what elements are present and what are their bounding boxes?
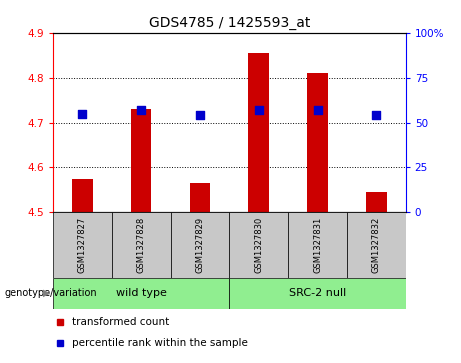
Bar (112, 212, 171, 278)
Text: GSM1327828: GSM1327828 (136, 217, 146, 273)
Text: GSM1327827: GSM1327827 (78, 217, 87, 273)
Point (79, 111, 86, 117)
Bar (248, 53, 269, 212)
Text: GSM1327832: GSM1327832 (372, 217, 381, 273)
Bar (347, 212, 406, 278)
Bar (229, 212, 288, 278)
Text: SRC-2 null: SRC-2 null (289, 288, 346, 298)
Point (196, 113, 204, 118)
Text: GSM1327831: GSM1327831 (313, 217, 322, 273)
Bar (189, 183, 210, 212)
Point (137, 107, 145, 113)
Text: GSM1327829: GSM1327829 (195, 217, 205, 273)
Text: wild type: wild type (116, 288, 166, 298)
Text: GSM1327830: GSM1327830 (254, 217, 263, 273)
Point (314, 107, 321, 113)
Text: transformed count: transformed count (72, 317, 170, 327)
Bar (53, 212, 112, 278)
Text: genotype/variation: genotype/variation (5, 288, 97, 298)
Bar (366, 192, 387, 212)
Bar (171, 212, 230, 278)
Point (255, 107, 262, 113)
Bar (72, 179, 93, 212)
Title: GDS4785 / 1425593_at: GDS4785 / 1425593_at (148, 16, 310, 30)
Text: ▶: ▶ (43, 288, 51, 298)
Bar (229, 278, 406, 309)
Bar (307, 73, 328, 212)
Point (372, 113, 380, 118)
Bar (53, 278, 230, 309)
Text: percentile rank within the sample: percentile rank within the sample (72, 338, 248, 347)
Bar (288, 212, 347, 278)
Bar (131, 109, 152, 212)
